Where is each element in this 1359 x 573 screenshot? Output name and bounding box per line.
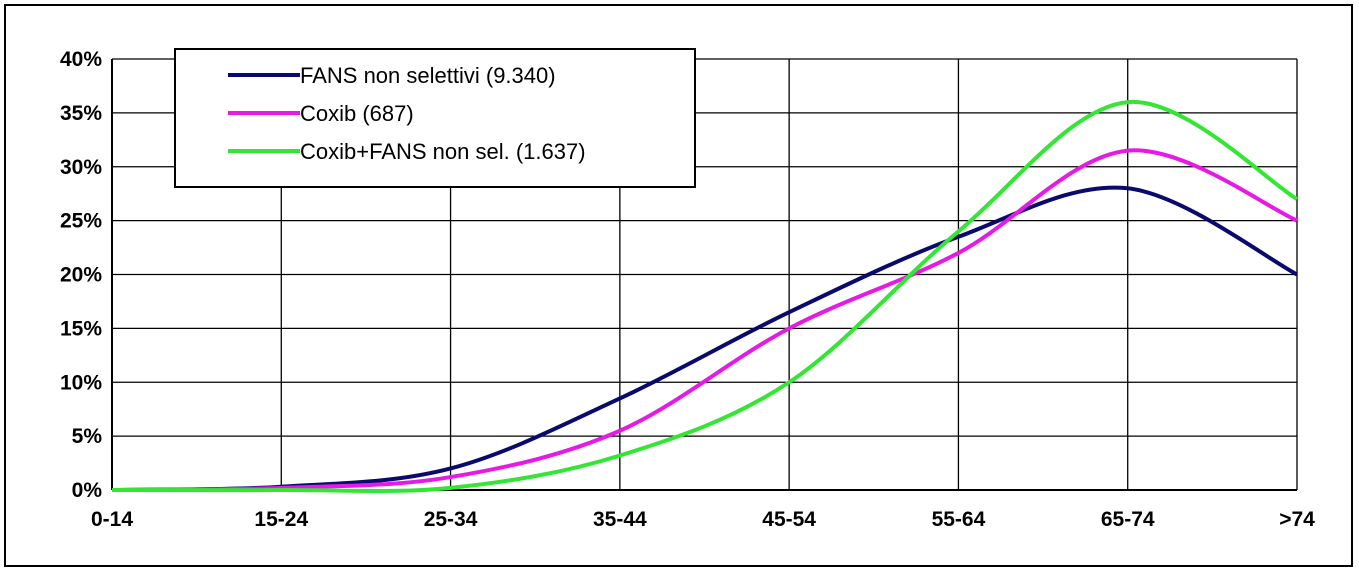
x-tick-label: 55-64 xyxy=(932,508,986,531)
x-tick-label: >74 xyxy=(1279,508,1315,531)
series-line xyxy=(111,185,1298,492)
y-tick-label: 35% xyxy=(60,102,102,125)
y-tick-label: 0% xyxy=(72,479,103,502)
y-tick-label: 15% xyxy=(60,317,102,340)
legend-box xyxy=(174,48,696,188)
y-tick-label: 30% xyxy=(60,156,102,179)
series-line xyxy=(111,100,1299,493)
legend: FANS non selettivi (9.340) Coxib (687) Cox… xyxy=(174,48,696,188)
y-tick-label: 40% xyxy=(60,48,102,71)
y-tick-label: 20% xyxy=(60,264,102,287)
series-lines xyxy=(111,100,1299,493)
legend-label: Coxib (687) xyxy=(300,101,414,126)
x-tick-label: 65-74 xyxy=(1101,508,1155,531)
x-tick-label: 35-44 xyxy=(593,508,647,531)
series-line xyxy=(111,148,1298,492)
y-tick-label: 25% xyxy=(60,210,102,233)
y-tick-label: 5% xyxy=(72,425,103,448)
legend-label: Coxib+FANS non sel. (1.637) xyxy=(300,139,586,164)
x-axis-ticks: 0-14 15-24 25-34 35-44 45-54 55-64 65-74 >74 xyxy=(91,508,1315,531)
y-axis-ticks: 0% 5% 10% 15% 20% 25% 30% 35% 40% xyxy=(60,48,102,502)
legend-label: FANS non selettivi (9.340) xyxy=(300,63,556,88)
x-tick-label: 0-14 xyxy=(91,508,133,531)
x-tick-label: 25-34 xyxy=(424,508,478,531)
y-tick-label: 10% xyxy=(60,371,102,394)
x-tick-label: 45-54 xyxy=(762,508,816,531)
x-tick-label: 15-24 xyxy=(254,508,308,531)
